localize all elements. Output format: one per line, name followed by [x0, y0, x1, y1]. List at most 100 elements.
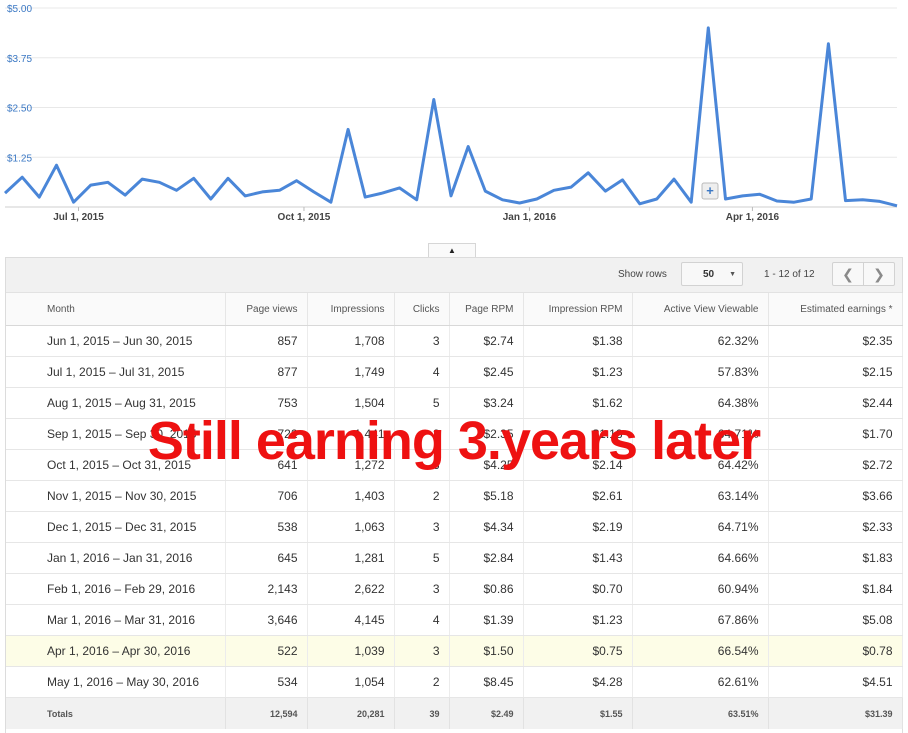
column-header[interactable]: Month	[6, 293, 226, 326]
table-cell: 4	[394, 356, 450, 388]
rows-per-page-value: 50	[703, 269, 715, 280]
totals-cell: 20,281	[307, 697, 395, 729]
table-row[interactable]: Oct 1, 2015 – Oct 31, 2015 641 1,272 3 $4.25…	[6, 449, 903, 481]
table-cell: 5	[394, 387, 450, 419]
table-cell: 534	[225, 666, 308, 698]
table-cell: $2.33	[768, 511, 903, 543]
table-row[interactable]: May 1, 2016 – May 30, 2016 534 1,054 2 $8.45…	[6, 666, 903, 698]
table-row[interactable]: Aug 1, 2015 – Aug 31, 2015 753 1,504 5 $3.24…	[6, 387, 903, 419]
totals-cell: $1.55	[523, 697, 633, 729]
month-cell: Dec 1, 2015 – Dec 31, 2015	[6, 511, 226, 543]
series-line	[3, 26, 898, 208]
table-cell: $2.35	[768, 325, 903, 357]
table-cell: 538	[225, 511, 308, 543]
table-cell: 522	[225, 635, 308, 667]
rows-per-page-select[interactable]: 50 ▼	[681, 262, 743, 286]
table-toolbar: Show rows 50 ▼ 1 - 12 of 12 ❮ ❯	[6, 258, 902, 293]
table-cell: 62.61%	[632, 666, 769, 698]
table-header-row: Month Page views Impressions Clicks Page RPM…	[6, 293, 903, 326]
table-cell: $0.75	[523, 635, 633, 667]
column-header[interactable]: Clicks	[394, 293, 450, 326]
table-cell: $0.70	[523, 573, 633, 605]
table-row[interactable]: Jun 1, 2015 – Jun 30, 2015 857 1,708 3 $2.74…	[6, 325, 903, 357]
column-header[interactable]: Page views	[225, 293, 308, 326]
month-cell: Jan 1, 2016 – Jan 31, 2016	[6, 542, 226, 574]
table-row[interactable]: Feb 1, 2016 – Feb 29, 2016 2,143 2,622 3 $0.…	[6, 573, 903, 605]
totals-row: Totals 12,594 20,281 39 $2.49 $1.55 63.51% $31.…	[6, 697, 903, 729]
month-cell: Mar 1, 2016 – Mar 31, 2016	[6, 604, 226, 636]
table-cell: $4.51	[768, 666, 903, 698]
x-tick-label: Jul 1, 2015	[53, 212, 104, 223]
month-cell: May 1, 2016 – May 30, 2016	[6, 666, 226, 698]
table-row[interactable]: Nov 1, 2015 – Nov 30, 2015 706 1,403 2 $5.18…	[6, 480, 903, 512]
y-tick-label: $2.50	[7, 104, 32, 115]
table-cell: 62.32%	[632, 325, 769, 357]
table-row[interactable]: Dec 1, 2015 – Dec 31, 2015 538 1,063 3 $4.34…	[6, 511, 903, 543]
totals-cell: $2.49	[449, 697, 524, 729]
table-cell: $8.45	[449, 666, 524, 698]
table-row[interactable]: Sep 1, 2015 – Sep 30, 2015 722 1,441 2 $2.35…	[6, 418, 903, 450]
triangle-up-icon: ▲	[448, 246, 456, 255]
table-row[interactable]: Jul 1, 2015 – Jul 31, 2015 877 1,749 4 $2.45…	[6, 356, 903, 388]
table-cell: $2.61	[523, 480, 633, 512]
table-cell: 64.71%	[632, 418, 769, 450]
column-header[interactable]: Estimated earnings *	[768, 293, 903, 326]
table-cell: 64.66%	[632, 542, 769, 574]
totals-label: Totals	[6, 697, 226, 729]
show-rows-label: Show rows	[618, 269, 667, 280]
table-cell: $5.18	[449, 480, 524, 512]
month-cell: Sep 1, 2015 – Sep 30, 2015	[6, 418, 226, 450]
table-body: Jun 1, 2015 – Jun 30, 2015 857 1,708 3 $2.74…	[6, 325, 903, 698]
previous-page-button[interactable]: ❮	[832, 262, 864, 286]
table-cell: $2.45	[449, 356, 524, 388]
column-header[interactable]: Page RPM	[449, 293, 524, 326]
table-cell: $2.84	[449, 542, 524, 574]
table-cell: 1,039	[307, 635, 395, 667]
y-tick-label: $1.25	[7, 153, 32, 164]
month-cell: Feb 1, 2016 – Feb 29, 2016	[6, 573, 226, 605]
table-cell: 2,622	[307, 573, 395, 605]
table-row[interactable]: Apr 1, 2016 – Apr 30, 2016 522 1,039 3 $1.50…	[6, 635, 903, 667]
table-cell: 3	[394, 325, 450, 357]
table-cell: 857	[225, 325, 308, 357]
table-cell: 1,441	[307, 418, 395, 450]
table-cell: 1,403	[307, 480, 395, 512]
table-cell: $1.62	[523, 387, 633, 419]
table-cell: 1,054	[307, 666, 395, 698]
table-cell: 722	[225, 418, 308, 450]
month-cell: Oct 1, 2015 – Oct 31, 2015	[6, 449, 226, 481]
table-cell: 1,504	[307, 387, 395, 419]
annotation-marker[interactable]: +	[701, 182, 719, 200]
next-page-button[interactable]: ❯	[863, 262, 895, 286]
table-cell: $0.78	[768, 635, 903, 667]
table-cell: 67.86%	[632, 604, 769, 636]
table-cell: 57.83%	[632, 356, 769, 388]
totals-cell: 63.51%	[632, 697, 769, 729]
table-cell: $1.70	[768, 418, 903, 450]
y-tick-label: $5.00	[7, 4, 32, 15]
plus-icon: +	[706, 183, 714, 198]
column-header[interactable]: Active View Viewable	[632, 293, 769, 326]
month-cell: Apr 1, 2016 – Apr 30, 2016	[6, 635, 226, 667]
table-row[interactable]: Mar 1, 2016 – Mar 31, 2016 3,646 4,145 4 $1.…	[6, 604, 903, 636]
table-cell: 3	[394, 635, 450, 667]
table-cell: $4.28	[523, 666, 633, 698]
table-cell: 4,145	[307, 604, 395, 636]
table-cell: 877	[225, 356, 308, 388]
chart-collapse-toggle[interactable]: ▲	[428, 243, 476, 257]
column-header[interactable]: Impression RPM	[523, 293, 633, 326]
chevron-down-icon: ▼	[729, 271, 736, 278]
column-header[interactable]: Impressions	[307, 293, 395, 326]
table-cell: 753	[225, 387, 308, 419]
table-cell: $3.66	[768, 480, 903, 512]
totals-cell: $31.39	[768, 697, 903, 729]
table-cell: $1.84	[768, 573, 903, 605]
table-cell: $4.25	[449, 449, 524, 481]
table-cell: 60.94%	[632, 573, 769, 605]
table-cell: 1,272	[307, 449, 395, 481]
table-cell: $2.44	[768, 387, 903, 419]
table-cell: $2.72	[768, 449, 903, 481]
table-row[interactable]: Jan 1, 2016 – Jan 31, 2016 645 1,281 5 $2.84…	[6, 542, 903, 574]
table-cell: 64.42%	[632, 449, 769, 481]
table-cell: $1.23	[523, 604, 633, 636]
